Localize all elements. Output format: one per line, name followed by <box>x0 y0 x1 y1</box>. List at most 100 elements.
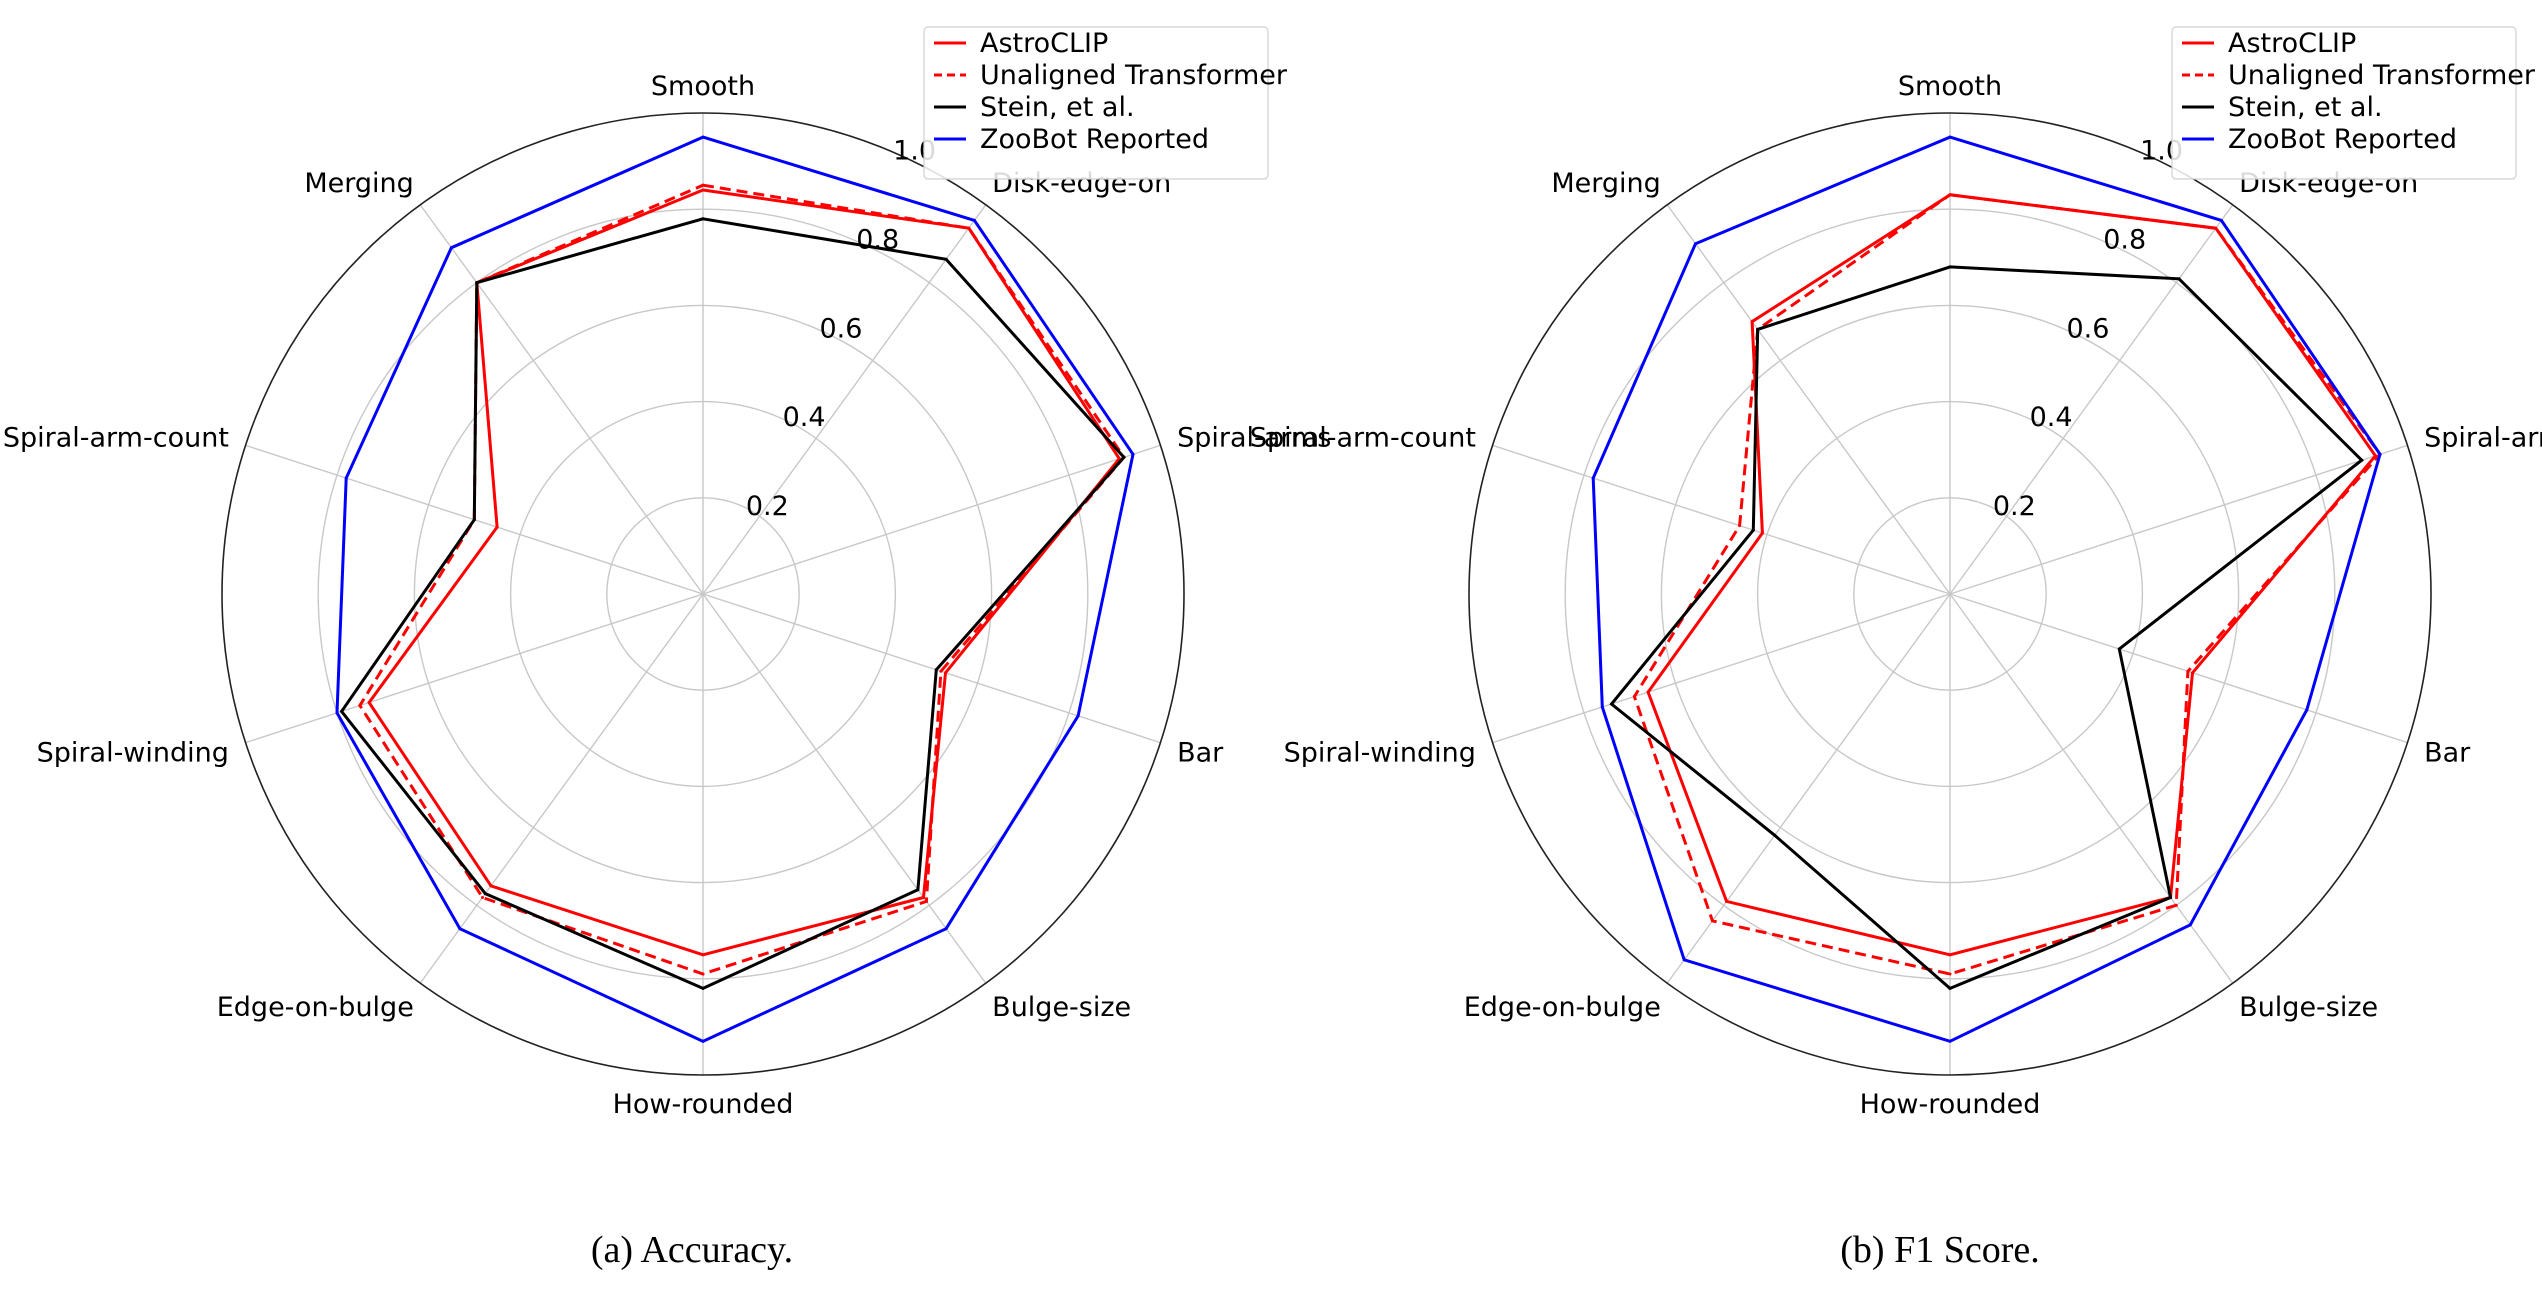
data-point-stein-et-al-smooth <box>701 217 705 221</box>
radial-tick-label: 0.2 <box>746 491 789 522</box>
spoke-merging <box>419 204 704 595</box>
series-line-unaligned-transformer <box>358 183 1126 976</box>
radial-tick-label: 0.4 <box>783 402 826 433</box>
radial-tick-label: 0.2 <box>1993 491 2036 522</box>
spoke-bar <box>702 593 1161 744</box>
outer-ring <box>1468 112 2432 1076</box>
data-point-unaligned-transformer-smooth <box>1948 193 1952 197</box>
data-point-unaligned-transformer-bulge-size <box>924 899 928 903</box>
data-point-astroclip-bar <box>944 671 947 675</box>
grid-ring-0-4 <box>1756 400 2144 788</box>
data-point-unaligned-transformer-edge-on-bulge <box>481 896 484 899</box>
data-point-unaligned-transformer-smooth <box>701 183 705 187</box>
data-point-stein-et-al-disk-edge-on <box>944 257 948 261</box>
grid-ring-0-2 <box>606 497 800 691</box>
data-point-astroclip-edge-on-bulge <box>489 884 493 888</box>
category-label-edge-on-bulge: Edge-on-bulge <box>217 992 414 1023</box>
spoke-bar <box>1949 593 2408 744</box>
data-point-astroclip-spiral-winding <box>367 701 371 704</box>
spoke-disk-edge-on <box>702 204 987 595</box>
data-point-stein-et-al-how-rounded <box>1948 986 1952 990</box>
spoke-edge-on-bulge <box>1666 593 1951 984</box>
data-point-zoobot-reported-bulge-size <box>944 927 948 931</box>
data-point-astroclip-spiral-arm-count <box>495 525 499 529</box>
data-point-zoobot-reported-merging <box>1694 242 1697 246</box>
data-point-unaligned-transformer-disk-edge-on <box>2214 226 2218 230</box>
spoke-spiral-winding <box>1492 593 1951 744</box>
spoke-bulge-size <box>702 593 987 984</box>
data-point-zoobot-reported-disk-edge-on <box>972 218 976 222</box>
data-point-astroclip-spiral-arm-count <box>1760 531 1764 535</box>
legend-label-astroclip: AstroCLIP <box>2228 28 2356 59</box>
grid-ring-0-8 <box>317 208 1089 980</box>
data-point-zoobot-reported-edge-on-bulge <box>458 927 462 931</box>
data-point-unaligned-transformer-spiral-winding <box>1632 695 1636 699</box>
data-point-stein-et-al-merging <box>1756 327 1760 331</box>
data-point-unaligned-transformer-how-rounded <box>701 972 705 976</box>
category-label-how-rounded: How-rounded <box>613 1089 794 1120</box>
series-line-astroclip <box>367 188 1122 957</box>
data-point-astroclip-bulge-size <box>922 896 925 899</box>
data-point-stein-et-al-bulge-size <box>916 888 920 892</box>
data-point-zoobot-reported-how-rounded <box>701 1039 705 1043</box>
category-label-spiral-arm-count: Spiral-arm-count <box>1250 423 1476 454</box>
spoke-merging <box>1666 204 1951 595</box>
data-point-stein-et-al-spiral-arm-count <box>472 518 476 522</box>
category-label-spiral-winding: Spiral-winding <box>37 737 229 768</box>
legend-label-stein-et-al: Stein, et al. <box>2228 92 2383 123</box>
data-point-zoobot-reported-how-rounded <box>1948 1039 1952 1043</box>
category-label-bulge-size: Bulge-size <box>2239 992 2378 1023</box>
data-point-stein-et-al-spiral-arm-count <box>1751 528 1755 532</box>
caption-accuracy: (a) Accuracy. <box>590 1229 794 1271</box>
data-point-stein-et-al-edge-on-bulge <box>483 892 487 896</box>
data-point-zoobot-reported-spiral-arms <box>1131 452 1135 456</box>
spoke-spiral-winding <box>245 593 704 744</box>
data-point-stein-et-al-spiral-winding <box>1610 702 1613 706</box>
data-point-unaligned-transformer-how-rounded <box>1948 972 1952 976</box>
category-label-spiral-arms: Spiral-arms <box>2424 423 2542 454</box>
data-point-stein-et-al-smooth <box>1948 265 1952 269</box>
category-label-spiral-winding: Spiral-winding <box>1284 737 1476 768</box>
data-point-unaligned-transformer-bar <box>2186 669 2190 673</box>
data-point-stein-et-al-bulge-size <box>2169 896 2172 899</box>
category-label-smooth: Smooth <box>1898 71 2002 102</box>
caption-f1-score: (b) F1 Score. <box>1840 1229 2040 1271</box>
data-point-zoobot-reported-spiral-arm-count <box>344 476 348 480</box>
data-point-zoobot-reported-spiral-arm-count <box>1591 476 1595 480</box>
category-label-spiral-arm-count: Spiral-arm-count <box>3 423 229 454</box>
category-label-bulge-size: Bulge-size <box>992 992 1131 1023</box>
data-point-zoobot-reported-bulge-size <box>2188 923 2192 927</box>
spoke-disk-edge-on <box>1949 204 2234 595</box>
legend-label-stein-et-al: Stein, et al. <box>980 92 1135 123</box>
data-point-zoobot-reported-spiral-arms <box>2378 452 2382 456</box>
data-point-zoobot-reported-merging <box>449 246 453 250</box>
data-point-astroclip-spiral-winding <box>1646 690 1650 694</box>
data-point-zoobot-reported-spiral-winding <box>335 711 339 715</box>
data-point-astroclip-how-rounded <box>701 953 705 957</box>
data-point-unaligned-transformer-disk-edge-on <box>967 226 971 230</box>
category-label-spiral-arms: Spiral-arms <box>1177 423 1331 454</box>
category-label-merging: Merging <box>1551 168 1660 199</box>
data-point-astroclip-edge-on-bulge <box>1725 899 1729 903</box>
data-point-stein-et-al-bar <box>2117 647 2121 651</box>
spoke-edge-on-bulge <box>419 593 704 984</box>
radar-chart-accuracy: 0.20.40.60.81.0SmoothDisk-edge-onSpiral-… <box>3 26 1331 1120</box>
legend-label-astroclip: AstroCLIP <box>980 28 1108 59</box>
data-point-zoobot-reported-bar <box>2305 708 2309 712</box>
data-point-stein-et-al-edge-on-bulge <box>1773 833 1777 837</box>
radial-tick-label: 0.8 <box>2103 224 2146 255</box>
data-point-astroclip-how-rounded <box>1948 953 1952 957</box>
data-point-unaligned-transformer-edge-on-bulge <box>1711 919 1714 923</box>
series-line-astroclip <box>1646 193 2378 957</box>
spoke-spiral-arms <box>1949 444 2408 595</box>
data-point-stein-et-al-disk-edge-on <box>2177 277 2181 281</box>
data-point-astroclip-bar <box>2191 671 2194 675</box>
radial-tick-label: 0.6 <box>2066 313 2109 344</box>
legend-label-zoobot-reported: ZooBot Reported <box>2228 124 2457 155</box>
outer-ring <box>221 112 1185 1076</box>
category-label-smooth: Smooth <box>651 71 755 102</box>
data-point-astroclip-merging <box>1750 320 1754 324</box>
